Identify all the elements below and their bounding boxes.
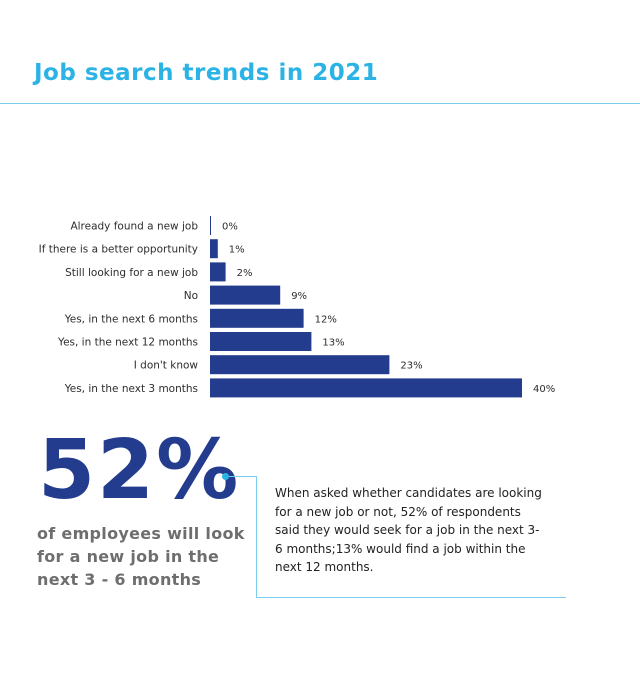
bar-chart: Already found a new job 0% If there is a b…	[39, 216, 555, 398]
value-label: 12%	[315, 314, 337, 325]
value-label: 2%	[237, 268, 253, 279]
bar	[210, 308, 304, 328]
bar	[210, 378, 522, 398]
value-label: 40%	[533, 384, 555, 395]
connector-line-bottom	[256, 597, 566, 598]
category-label: No	[184, 290, 198, 302]
value-label: 0%	[222, 222, 238, 233]
bar	[210, 285, 281, 305]
category-label: I don't know	[134, 360, 199, 372]
highlight-headline: of employees will look for a new job in …	[37, 524, 245, 589]
page-title: Job search trends in 2021	[34, 60, 379, 86]
category-label: If there is a better opportunity	[39, 244, 198, 256]
connector-dot	[222, 473, 229, 480]
category-label: Yes, in the next 12 months	[57, 337, 198, 349]
category-label: Already found a new job	[70, 221, 198, 233]
value-label: 13%	[322, 338, 344, 349]
big-percentage: 52%	[38, 423, 241, 518]
category-label: Yes, in the next 6 months	[64, 313, 198, 325]
title-divider	[0, 103, 640, 104]
connector-line-top	[229, 476, 256, 477]
value-label: 1%	[229, 245, 245, 256]
bar	[210, 332, 312, 351]
connector-line-vertical	[256, 476, 257, 598]
category-label: Still looking for a new job	[65, 267, 198, 279]
bar	[210, 262, 226, 282]
category-label: Yes, in the next 3 months	[64, 383, 198, 395]
bar	[210, 239, 218, 259]
bar	[210, 216, 211, 235]
value-label: 23%	[400, 361, 422, 372]
bar	[210, 355, 390, 375]
description-text: When asked whether candidates are lookin…	[275, 486, 542, 574]
value-label: 9%	[291, 291, 307, 302]
